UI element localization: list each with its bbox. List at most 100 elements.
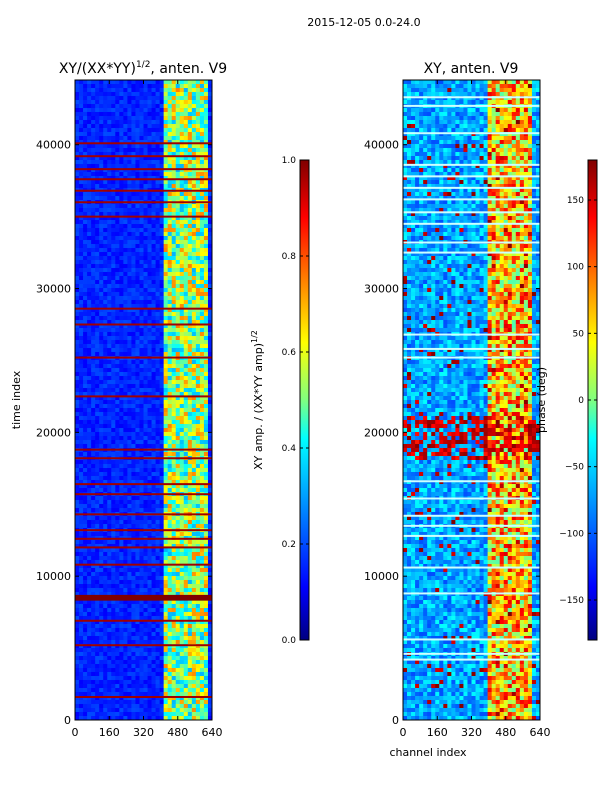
heatmap-cell	[207, 572, 212, 577]
heatmap-cell	[191, 516, 197, 521]
heatmap-cell	[159, 176, 165, 181]
heatmap-cell	[75, 88, 80, 93]
heatmap-cell	[155, 368, 161, 373]
heatmap-cell	[111, 116, 116, 121]
heatmap-cell	[135, 372, 140, 377]
heatmap-cell	[123, 296, 128, 301]
heatmap-cell	[147, 284, 152, 289]
heatmap-cell	[207, 352, 212, 357]
heatmap-cell	[207, 220, 212, 225]
heatmap-cell	[195, 592, 201, 597]
heatmap-cell	[79, 664, 84, 669]
heatmap-cell	[175, 240, 181, 245]
heatmap-cell	[115, 80, 120, 85]
heatmap-cell	[199, 532, 205, 537]
heatmap-cell	[127, 540, 132, 545]
heatmap-cell	[139, 120, 144, 125]
heatmap-cell	[87, 180, 92, 185]
heatmap-cell	[171, 304, 177, 309]
heatmap-cell	[207, 228, 212, 233]
heatmap-cell	[147, 196, 152, 201]
heatmap-cell	[87, 476, 92, 481]
heatmap-cell	[111, 652, 116, 657]
heatmap-cell	[159, 256, 165, 261]
heatmap-cell	[199, 92, 205, 97]
heatmap-cell	[175, 296, 181, 301]
heatmap-cell	[123, 344, 128, 349]
heatmap-cell	[167, 108, 173, 113]
heatmap-cell	[99, 364, 104, 369]
heatmap-cell	[95, 252, 100, 257]
heatmap-cell	[99, 480, 104, 485]
heatmap-cell	[135, 172, 140, 177]
heatmap-cell	[99, 464, 104, 469]
heatmap-cell	[119, 96, 124, 101]
heatmap-cell	[127, 176, 132, 181]
heatmap-cell	[91, 364, 96, 369]
heatmap-cell	[171, 80, 177, 85]
heatmap-cell	[147, 428, 152, 433]
heatmap-cell	[123, 564, 128, 569]
heatmap-cell	[111, 632, 116, 637]
heatmap-cell	[179, 516, 185, 521]
heatmap-cell	[187, 552, 193, 557]
heatmap-cell	[111, 500, 116, 505]
heatmap-cell	[115, 284, 120, 289]
heatmap-cell	[111, 196, 116, 201]
heatmap-cell	[123, 460, 128, 465]
heatmap-cell	[179, 308, 185, 313]
heatmap-cell	[111, 616, 116, 621]
heatmap-cell	[111, 132, 116, 137]
heatmap-cell	[95, 140, 100, 145]
heatmap-cell	[103, 88, 108, 93]
heatmap-cell	[123, 588, 128, 593]
heatmap-cell	[139, 404, 144, 409]
heatmap-cell	[199, 152, 205, 157]
heatmap-cell	[131, 396, 136, 401]
heatmap-cell	[159, 480, 165, 485]
heatmap-cell	[163, 648, 169, 653]
heatmap-cell	[111, 300, 116, 305]
heatmap-cell	[163, 332, 169, 337]
heatmap-cell	[155, 532, 161, 537]
heatmap-cell	[183, 572, 189, 577]
heatmap-cell	[179, 404, 185, 409]
heatmap-cell	[199, 208, 205, 213]
heatmap-cell	[99, 80, 104, 85]
heatmap-cell	[163, 660, 169, 665]
heatmap-cell	[95, 520, 100, 525]
heatmap-cell	[191, 124, 197, 129]
heatmap-cell	[107, 176, 112, 181]
heatmap-cell	[87, 168, 92, 173]
heatmap-cell	[131, 452, 136, 457]
heatmap-cell	[139, 92, 144, 97]
heatmap-cell	[111, 192, 116, 197]
heatmap-cell	[191, 248, 197, 253]
heatmap-cell	[91, 256, 96, 261]
heatmap-cell	[107, 360, 112, 365]
heatmap-cell	[155, 216, 161, 221]
heatmap-cell	[107, 88, 112, 93]
heatmap-cell	[123, 368, 128, 373]
heatmap-cell	[167, 656, 173, 661]
heatmap-cell	[123, 160, 128, 165]
heatmap-cell	[155, 336, 161, 341]
heatmap-cell	[179, 432, 185, 437]
heatmap-cell	[115, 280, 120, 285]
heatmap-cell	[91, 292, 96, 297]
heatmap-cell	[103, 160, 108, 165]
heatmap-cell	[163, 604, 169, 609]
heatmap-cell	[103, 308, 108, 313]
heatmap-cell	[99, 564, 104, 569]
heatmap-cell	[175, 444, 181, 449]
heatmap-cell	[199, 568, 205, 573]
heatmap-cell	[199, 232, 205, 237]
heatmap-cell	[167, 436, 173, 441]
heatmap-cell	[83, 224, 88, 229]
heatmap-cell	[151, 108, 156, 113]
heatmap-cell	[179, 268, 185, 273]
heatmap-cell	[159, 340, 165, 345]
heatmap-cell	[79, 652, 84, 657]
heatmap-cell	[187, 464, 193, 469]
heatmap-cell	[179, 544, 185, 549]
